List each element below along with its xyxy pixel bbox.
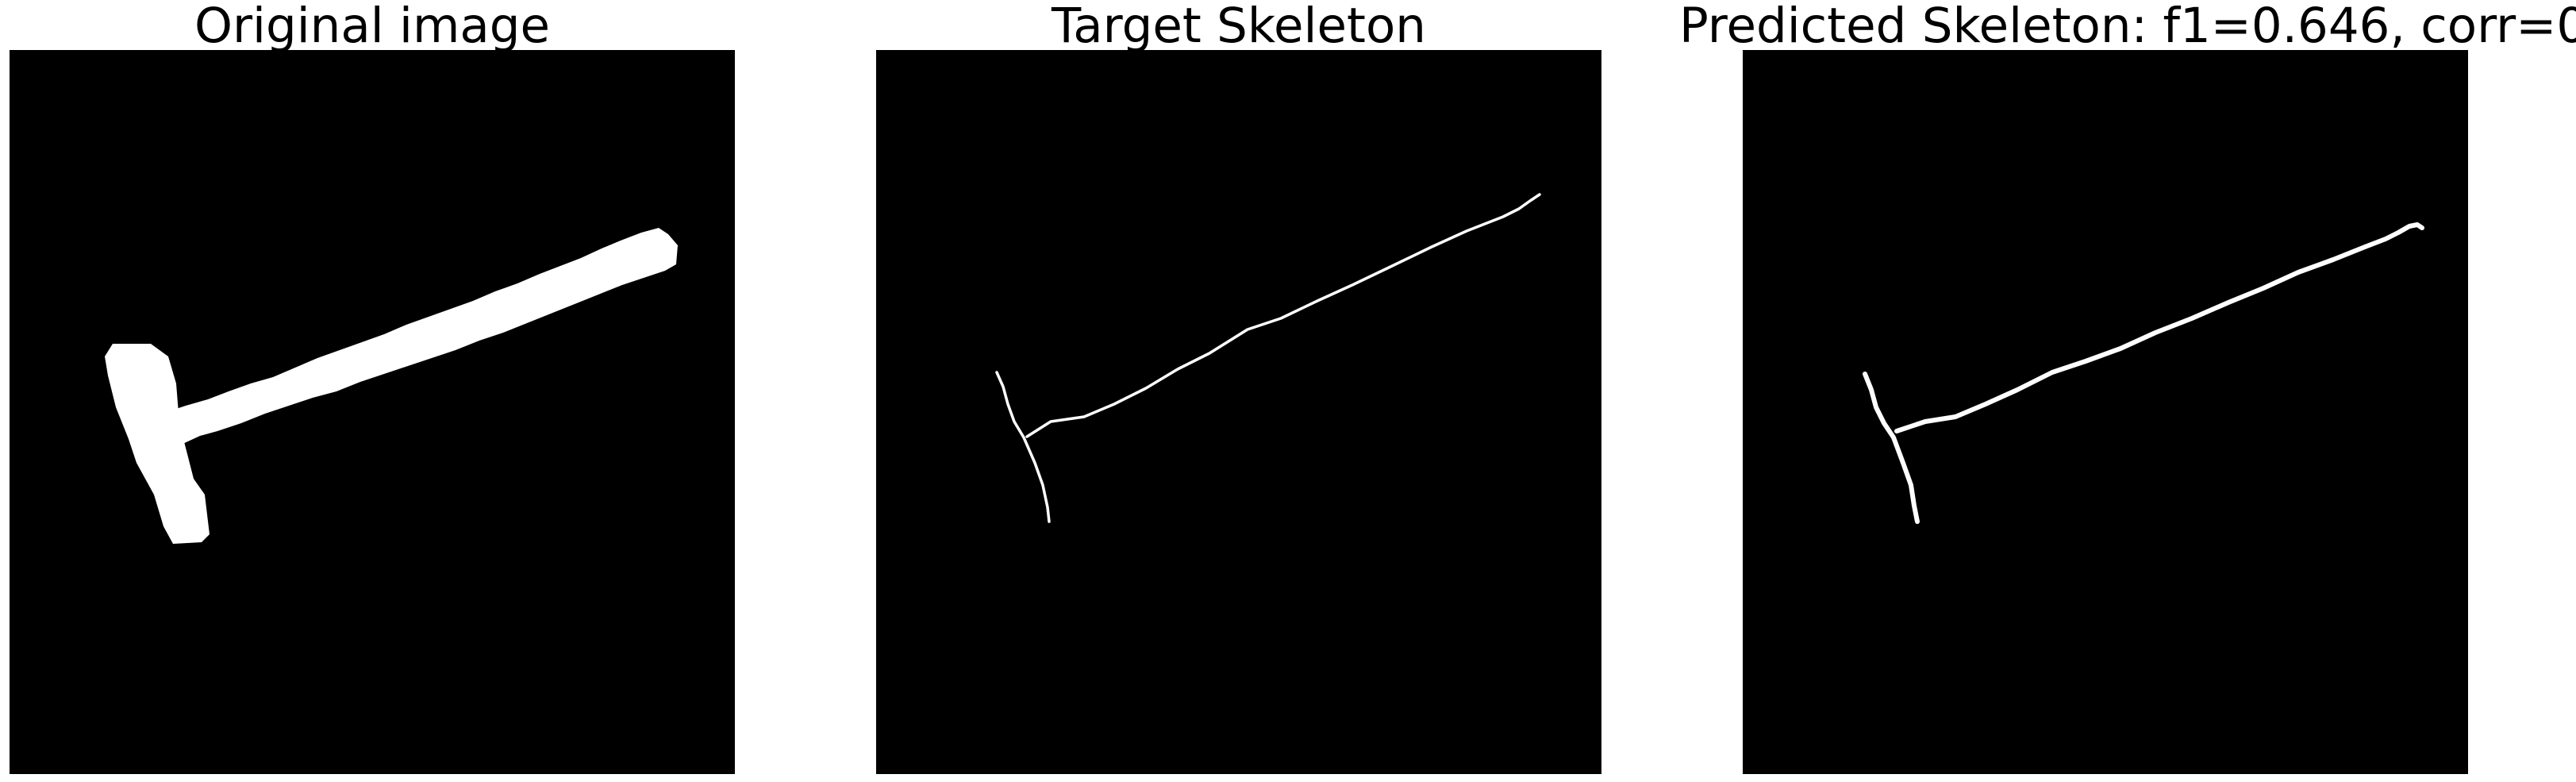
predicted-skeleton-head xyxy=(1863,372,1920,524)
predicted-skeleton-handle xyxy=(1894,222,2424,433)
target-skeleton-image xyxy=(876,50,1601,774)
panel-title-predicted: Predicted Skeleton: f1=0.646, corr=0.685 xyxy=(1679,0,2576,54)
panel-target-skeleton: Target Skeleton xyxy=(876,0,1601,782)
panel-predicted-skeleton: Predicted Skeleton: f1=0.646, corr=0.685 xyxy=(1679,0,2576,782)
panel-title-original: Original image xyxy=(194,0,551,54)
target-skeleton-head xyxy=(995,371,1051,523)
original-image xyxy=(10,50,735,774)
panel-title-target: Target Skeleton xyxy=(1052,0,1426,54)
target-skeleton-handle xyxy=(1025,193,1541,438)
predicted-skeleton-image xyxy=(1743,50,2468,774)
panel-original-image: Original image xyxy=(10,0,735,782)
